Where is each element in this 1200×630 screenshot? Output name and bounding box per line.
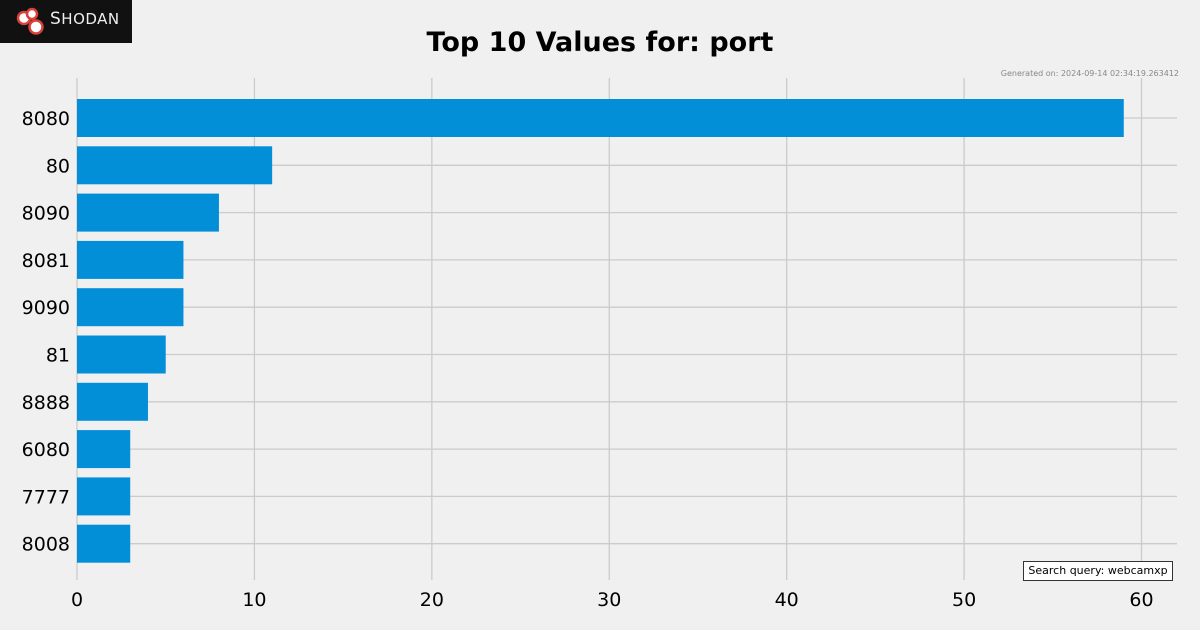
y-tick-label-81: 81	[46, 345, 70, 367]
y-tick-label-7777: 7777	[22, 486, 70, 508]
bar-81	[77, 335, 166, 374]
y-tick-label-8008: 8008	[22, 534, 70, 556]
bar-80	[77, 146, 273, 185]
x-tick-label-0: 0	[71, 589, 83, 611]
y-tick-label-9090: 9090	[22, 297, 70, 319]
x-tick-label-60: 60	[1129, 589, 1153, 611]
y-tick-label-80: 80	[46, 155, 70, 177]
search-query-box: Search query: webcamxp	[1023, 561, 1173, 581]
x-tick-label-40: 40	[775, 589, 799, 611]
chart-title: Top 10 Values for: port	[426, 27, 774, 58]
bar-7777	[77, 477, 131, 516]
bar-6080	[77, 430, 131, 469]
bar-8090	[77, 193, 219, 232]
y-tick-label-6080: 6080	[22, 439, 70, 461]
bar-8081	[77, 240, 184, 279]
x-tick-label-10: 10	[242, 589, 266, 611]
x-tick-label-30: 30	[597, 589, 621, 611]
generated-timestamp: Generated on: 2024-09-14 02:34:19.263412	[1000, 69, 1179, 78]
y-tick-label-8090: 8090	[22, 203, 70, 225]
x-tick-label-50: 50	[952, 589, 976, 611]
bar-9090	[77, 288, 184, 327]
x-tick-label-20: 20	[420, 589, 444, 611]
shodan-logo[interactable]: SHODAN	[0, 0, 132, 43]
bar-8888	[77, 382, 148, 421]
shodan-logo-icon	[16, 7, 44, 35]
y-tick-label-8081: 8081	[22, 250, 70, 272]
y-tick-label-8080: 8080	[22, 108, 70, 130]
y-tick-label-8888: 8888	[22, 392, 70, 414]
bar-8008	[77, 524, 131, 563]
bar-8080	[77, 99, 1124, 137]
shodan-wordmark: SHODAN	[50, 9, 120, 29]
